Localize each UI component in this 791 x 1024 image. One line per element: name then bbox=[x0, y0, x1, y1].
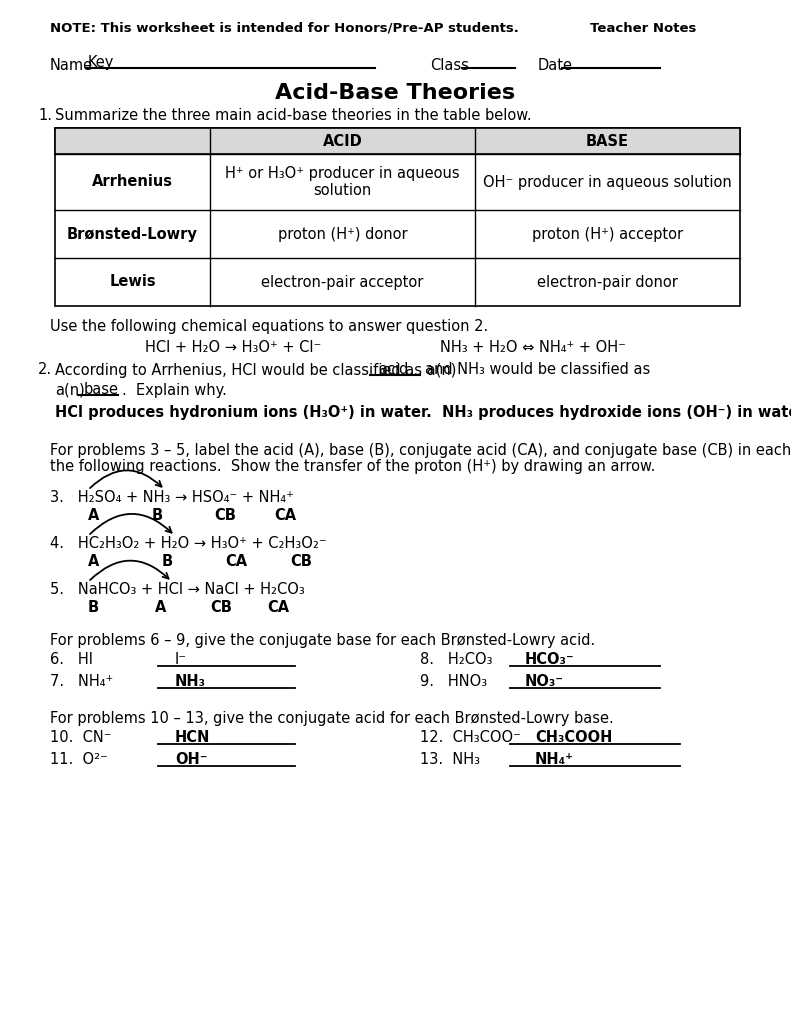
Text: A: A bbox=[155, 600, 166, 615]
Text: 4.   HC₂H₃O₂ + H₂O → H₃O⁺ + C₂H₃O₂⁻: 4. HC₂H₃O₂ + H₂O → H₃O⁺ + C₂H₃O₂⁻ bbox=[50, 537, 327, 552]
Bar bbox=[55, 128, 740, 306]
Text: HCO₃⁻: HCO₃⁻ bbox=[525, 652, 574, 668]
Bar bbox=[55, 128, 740, 154]
Text: NOTE: This worksheet is intended for Honors/Pre-AP students.: NOTE: This worksheet is intended for Hon… bbox=[50, 22, 519, 35]
Text: CA: CA bbox=[225, 555, 247, 569]
Text: Lewis: Lewis bbox=[109, 274, 156, 290]
Text: the following reactions.  Show the transfer of the proton (H⁺) by drawing an arr: the following reactions. Show the transf… bbox=[50, 459, 656, 473]
Text: a(n): a(n) bbox=[55, 383, 85, 397]
Text: A: A bbox=[88, 555, 100, 569]
Text: Date: Date bbox=[538, 57, 573, 73]
Text: Name: Name bbox=[50, 57, 93, 73]
Text: proton (H⁺) acceptor: proton (H⁺) acceptor bbox=[532, 226, 683, 242]
Text: H⁺ or H₃O⁺ producer in aqueous
solution: H⁺ or H₃O⁺ producer in aqueous solution bbox=[225, 166, 460, 199]
Text: ACID: ACID bbox=[323, 133, 362, 148]
Text: acid: acid bbox=[378, 362, 408, 378]
Text: For problems 10 – 13, give the conjugate acid for each Brønsted-Lowry base.: For problems 10 – 13, give the conjugate… bbox=[50, 711, 614, 725]
Text: CB: CB bbox=[290, 555, 312, 569]
Text: .  Explain why.: . Explain why. bbox=[122, 383, 227, 397]
Text: Brønsted-Lowry: Brønsted-Lowry bbox=[67, 226, 198, 242]
Text: Arrhenius: Arrhenius bbox=[92, 174, 173, 189]
Text: HCl produces hydronium ions (H₃O⁺) in water.  NH₃ produces hydroxide ions (OH⁻) : HCl produces hydronium ions (H₃O⁺) in wa… bbox=[55, 404, 791, 420]
Text: Summarize the three main acid-base theories in the table below.: Summarize the three main acid-base theor… bbox=[55, 109, 532, 124]
Text: NO₃⁻: NO₃⁻ bbox=[525, 675, 564, 689]
Text: Teacher Notes: Teacher Notes bbox=[590, 22, 696, 35]
Text: CB: CB bbox=[214, 509, 236, 523]
Text: 6.   HI: 6. HI bbox=[50, 652, 93, 668]
Text: According to Arrhenius, HCl would be classified as a(n): According to Arrhenius, HCl would be cla… bbox=[55, 362, 456, 378]
Text: 3.   H₂SO₄ + NH₃ → HSO₄⁻ + NH₄⁺: 3. H₂SO₄ + NH₃ → HSO₄⁻ + NH₄⁺ bbox=[50, 490, 294, 506]
Text: HCN: HCN bbox=[175, 730, 210, 745]
Text: 5.   NaHCO₃ + HCl → NaCl + H₂CO₃: 5. NaHCO₃ + HCl → NaCl + H₂CO₃ bbox=[50, 583, 305, 597]
Text: 10.  CN⁻: 10. CN⁻ bbox=[50, 730, 112, 745]
Text: 13.  NH₃: 13. NH₃ bbox=[420, 753, 480, 768]
Text: electron-pair donor: electron-pair donor bbox=[537, 274, 678, 290]
Text: HCl + H₂O → H₃O⁺ + Cl⁻: HCl + H₂O → H₃O⁺ + Cl⁻ bbox=[145, 341, 321, 355]
Text: 1.: 1. bbox=[38, 109, 52, 124]
Text: OH⁻: OH⁻ bbox=[175, 753, 207, 768]
Text: NH₃: NH₃ bbox=[175, 675, 206, 689]
Text: CB: CB bbox=[210, 600, 232, 615]
Text: proton (H⁺) donor: proton (H⁺) donor bbox=[278, 226, 407, 242]
Text: CH₃COOH: CH₃COOH bbox=[535, 730, 612, 745]
Text: 2.: 2. bbox=[38, 362, 52, 378]
Text: B: B bbox=[152, 509, 163, 523]
Text: CA: CA bbox=[274, 509, 296, 523]
Text: CA: CA bbox=[267, 600, 290, 615]
Text: BASE: BASE bbox=[586, 133, 629, 148]
Text: and NH₃ would be classified as: and NH₃ would be classified as bbox=[425, 362, 650, 378]
Text: 8.   H₂CO₃: 8. H₂CO₃ bbox=[420, 652, 493, 668]
Text: 9.   HNO₃: 9. HNO₃ bbox=[420, 675, 487, 689]
Text: Acid-Base Theories: Acid-Base Theories bbox=[275, 83, 515, 103]
Text: B: B bbox=[88, 600, 99, 615]
Text: A: A bbox=[88, 509, 100, 523]
Text: For problems 6 – 9, give the conjugate base for each Brønsted-Lowry acid.: For problems 6 – 9, give the conjugate b… bbox=[50, 633, 596, 647]
Text: 11.  O²⁻: 11. O²⁻ bbox=[50, 753, 108, 768]
Text: Class: Class bbox=[430, 57, 469, 73]
Text: NH₃ + H₂O ⇔ NH₄⁺ + OH⁻: NH₃ + H₂O ⇔ NH₄⁺ + OH⁻ bbox=[440, 341, 626, 355]
Text: I⁻: I⁻ bbox=[175, 652, 187, 668]
Text: B: B bbox=[162, 555, 173, 569]
Text: electron-pair acceptor: electron-pair acceptor bbox=[261, 274, 424, 290]
Text: 12.  CH₃COO⁻: 12. CH₃COO⁻ bbox=[420, 730, 521, 745]
Text: Use the following chemical equations to answer question 2.: Use the following chemical equations to … bbox=[50, 318, 488, 334]
Text: 7.   NH₄⁺: 7. NH₄⁺ bbox=[50, 675, 113, 689]
Text: Key: Key bbox=[88, 55, 115, 71]
Text: OH⁻ producer in aqueous solution: OH⁻ producer in aqueous solution bbox=[483, 174, 732, 189]
Text: NH₄⁺: NH₄⁺ bbox=[535, 753, 574, 768]
Text: base: base bbox=[84, 383, 119, 397]
Text: For problems 3 – 5, label the acid (A), base (B), conjugate acid (CA), and conju: For problems 3 – 5, label the acid (A), … bbox=[50, 442, 791, 458]
